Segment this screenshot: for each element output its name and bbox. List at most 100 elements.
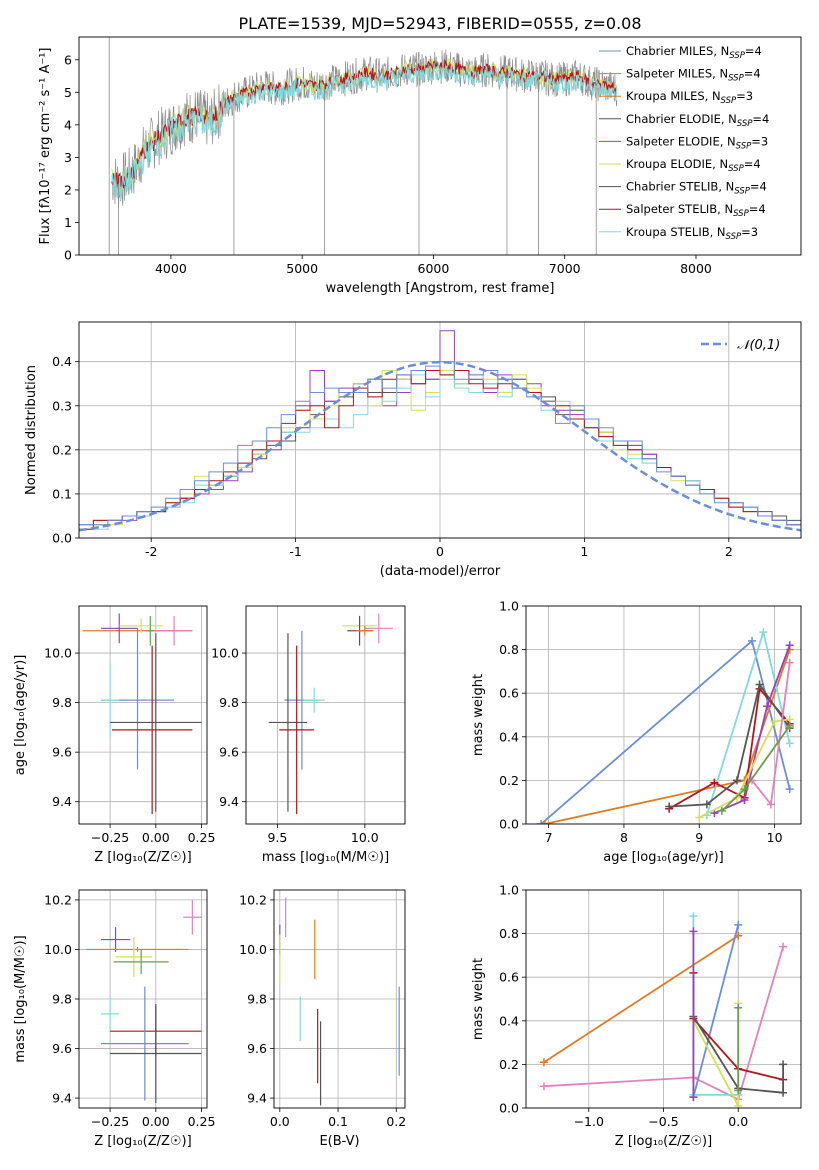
legend-text: =4 — [744, 67, 761, 81]
weight-point-marker — [540, 820, 549, 824]
y-tick-label: 9.4 — [219, 794, 239, 809]
weight-series-line — [692, 924, 740, 1098]
x-tick-label: −1.0 — [574, 1114, 604, 1129]
y-axis-label: age [log₁₀(age/yr)] — [13, 655, 28, 776]
weight-series-line — [668, 686, 791, 810]
weight-point-marker — [734, 920, 743, 929]
x-tick-label: 5000 — [286, 261, 318, 276]
x-tick-label: −0.5 — [648, 1114, 678, 1129]
legend-text: Chabrier MILES, N — [626, 44, 729, 58]
panel-mass_vs_ebv: 0.0 0.1 0.2 9.4 9.6 9.8 10.0 10.2 E(B-V) — [239, 889, 406, 1149]
y-tick-label: 2 — [64, 182, 72, 197]
y-tick-label: 0.0 — [52, 531, 72, 546]
x-tick-label: 0.00 — [142, 830, 170, 845]
x-tick-label: 10 — [767, 830, 783, 845]
x-tick-label: −0.25 — [91, 1114, 129, 1129]
y-tick-label: 3 — [64, 150, 72, 165]
weight-point-marker — [779, 1088, 788, 1097]
x-tick-label: 9 — [695, 830, 703, 845]
legend-subscript: SSP — [733, 209, 749, 219]
weight-point-marker — [732, 776, 741, 785]
legend-label: Chabrier ELODIE, NSSP=4 — [626, 112, 769, 129]
x-tick-label: 0.0 — [728, 1114, 748, 1129]
x-axis-label: E(B-V) — [319, 1134, 359, 1149]
weight-point-marker — [689, 912, 698, 921]
x-tick-label: 0.00 — [142, 1114, 170, 1129]
plot-area — [79, 606, 207, 824]
y-tick-label: 0.0 — [499, 1101, 519, 1116]
panel-age_vs_mass: 9.5 10.0 9.4 9.6 9.8 10.0 mass [log₁₀(M/M☉)] — [211, 605, 406, 865]
weight-point-marker — [702, 800, 711, 809]
y-tick-label: 0.8 — [499, 642, 519, 657]
x-tick-label: 10.0 — [351, 830, 379, 845]
weight-point-marker — [734, 1101, 743, 1108]
weight-point-marker — [537, 820, 546, 824]
x-tick-label: 7000 — [549, 261, 581, 276]
y-tick-label: 0.8 — [499, 926, 519, 941]
y-tick-label: 0.1 — [52, 486, 72, 501]
weight-point-marker — [734, 1086, 743, 1095]
y-tick-label: 6 — [64, 52, 72, 67]
axes-frame — [525, 605, 802, 825]
weight-point-marker — [539, 1058, 548, 1067]
weight-point-marker — [734, 1003, 743, 1012]
y-tick-label: 4 — [64, 117, 72, 132]
y-tick-label: 0.4 — [499, 1013, 519, 1028]
legend-text: =4 — [749, 202, 766, 216]
legend-label: Kroupa STELIB, NSSP=3 — [626, 225, 758, 242]
y-tick-label: 10.0 — [44, 646, 72, 661]
legend-label: Chabrier STELIB, NSSP=4 — [626, 180, 767, 197]
y-tick-label: 1.0 — [499, 883, 519, 898]
y-tick-label: 10.0 — [211, 646, 239, 661]
x-axis-label: Z [log₁₀(Z/Z☉)] — [94, 850, 191, 865]
x-tick-label: 4000 — [155, 261, 187, 276]
x-tick-label: -2 — [145, 544, 157, 559]
weight-point-marker — [740, 785, 749, 794]
legend-subscript: SSP — [734, 187, 750, 197]
y-tick-label: 0 — [64, 248, 72, 263]
y-tick-label: 0.0 — [499, 817, 519, 832]
legend-text: Salpeter STELIB, N — [626, 202, 733, 216]
x-tick-label: −0.25 — [91, 830, 129, 845]
weight-point-marker — [785, 658, 794, 667]
x-tick-label: 8000 — [680, 261, 712, 276]
spectrum-line — [111, 61, 618, 200]
y-tick-label: 9.8 — [52, 992, 72, 1007]
axes-frame — [245, 605, 406, 825]
weight-point-marker — [779, 942, 788, 951]
y-axis-label: mass [log₁₀(M/M☉)] — [13, 935, 28, 1062]
legend-label: Chabrier MILES, NSSP=4 — [626, 44, 762, 61]
plot-area — [79, 890, 207, 1108]
legend-label: Salpeter ELODIE, NSSP=3 — [626, 134, 768, 151]
weight-point-marker — [689, 927, 698, 936]
legend-text: =3 — [751, 134, 768, 148]
y-tick-label: 0.3 — [52, 398, 72, 413]
weight-point-marker — [717, 806, 726, 815]
y-tick-label: 1 — [64, 215, 72, 230]
legend-text: Kroupa MILES, N — [626, 89, 721, 103]
legend-text: =4 — [750, 180, 767, 194]
plot-area — [246, 606, 405, 824]
weight-point-marker — [785, 641, 794, 650]
legend-subscript: SSP — [726, 232, 742, 242]
y-tick-label: 10.0 — [239, 942, 267, 957]
x-tick-label: 0.1 — [328, 1114, 348, 1129]
y-tick-label: 10.2 — [44, 892, 72, 907]
x-axis-label: mass [log₁₀(M/M☉)] — [262, 850, 389, 865]
x-tick-label: 0.0 — [270, 1114, 290, 1129]
legend-subscript: SSP — [736, 141, 752, 151]
y-tick-label: 9.8 — [247, 992, 267, 1007]
spectrum-line — [111, 58, 618, 192]
plot-area — [526, 890, 801, 1108]
x-tick-label: -1 — [289, 544, 301, 559]
weight-point-marker — [740, 796, 749, 805]
weight-series-line — [669, 682, 791, 808]
y-tick-label: 0.2 — [499, 1057, 519, 1072]
y-tick-label: 1.0 — [499, 599, 519, 614]
legend-text: =4 — [752, 112, 769, 126]
weight-point-marker — [785, 739, 794, 748]
x-tick-label: 7 — [545, 830, 553, 845]
legend-text: =4 — [744, 157, 761, 171]
y-tick-label: 9.4 — [52, 794, 72, 809]
